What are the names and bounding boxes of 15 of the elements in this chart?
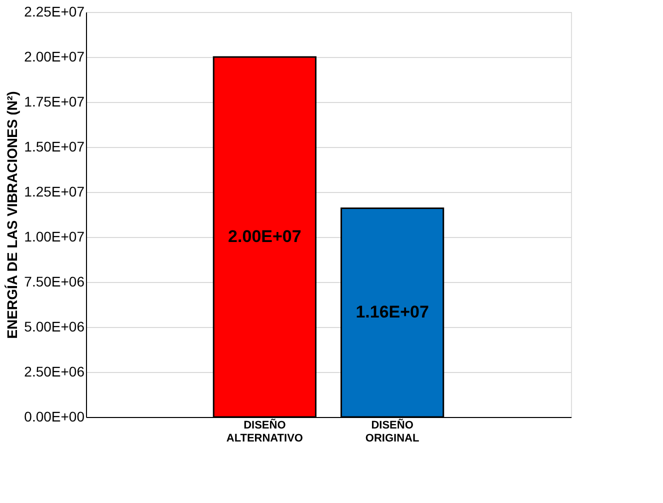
y-tick-label: 2.00E+07 <box>24 48 85 64</box>
y-tick-label: 1.00E+07 <box>24 228 85 244</box>
data-label: 1.16E+07 <box>356 302 429 322</box>
x-tick-label: DISEÑO ALTERNATIVO <box>226 418 304 444</box>
y-tick-label: 5.00E+06 <box>24 318 85 334</box>
data-label: 2.00E+07 <box>228 227 302 246</box>
y-tick-label: 2.25E+07 <box>24 4 85 20</box>
y-tick-label: 7.50E+06 <box>24 274 85 290</box>
x-tick-label: DISEÑO ORIGINAL <box>365 418 420 444</box>
y-tick-label: 1.25E+07 <box>24 184 85 200</box>
y-tick-label: 1.75E+07 <box>24 94 85 110</box>
y-tick-label: 0.00E+00 <box>24 408 85 424</box>
y-axis-title: ENERGÍA DE LAS VIBRACIONES (N²) <box>4 91 20 339</box>
y-tick-label: 1.50E+07 <box>24 138 85 154</box>
y-tick-label: 2.50E+06 <box>24 364 85 380</box>
